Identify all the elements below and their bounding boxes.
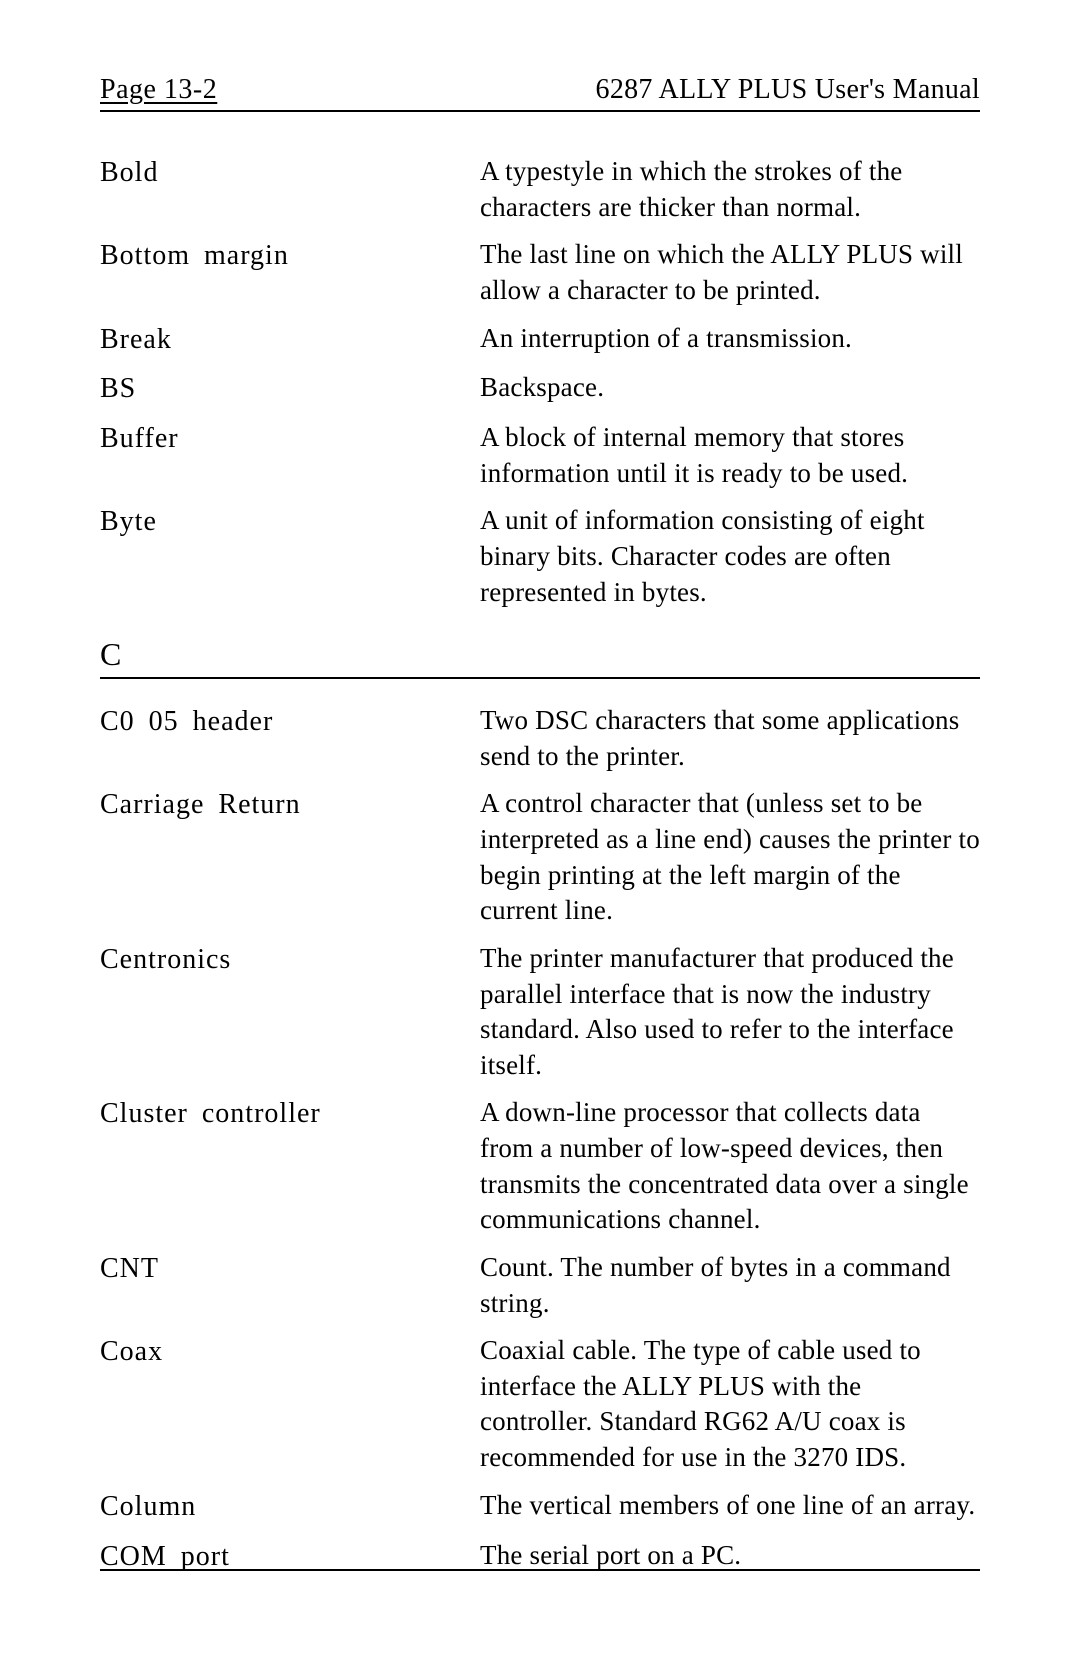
- glossary-definition: Count. The number of bytes in a command …: [480, 1250, 980, 1321]
- glossary-definition: Backspace.: [480, 370, 980, 406]
- glossary-entry: Bottom margin The last line on which the…: [100, 237, 980, 308]
- glossary-term: Bottom margin: [100, 237, 480, 275]
- page-number-label: Page 13-2: [100, 74, 217, 106]
- glossary-term: Cluster controller: [100, 1095, 480, 1133]
- glossary-entry: BS Backspace.: [100, 370, 980, 408]
- glossary-entry: Centronics The printer manufacturer that…: [100, 941, 980, 1084]
- glossary-definition: The serial port on a PC.: [480, 1538, 980, 1574]
- glossary-term: Buffer: [100, 420, 480, 458]
- glossary-term: CNT: [100, 1250, 480, 1288]
- glossary-entries-b: Bold A typestyle in which the strokes of…: [100, 154, 980, 610]
- section-divider: [100, 677, 980, 679]
- glossary-entry: CNT Count. The number of bytes in a comm…: [100, 1250, 980, 1321]
- glossary-term: Break: [100, 321, 480, 359]
- document-title: 6287 ALLY PLUS User's Manual: [596, 74, 980, 106]
- glossary-entry: Column The vertical members of one line …: [100, 1488, 980, 1526]
- glossary-term: Carriage Return: [100, 786, 480, 824]
- glossary-entry: Carriage Return A control character that…: [100, 786, 980, 929]
- glossary-definition: The printer manufacturer that produced t…: [480, 941, 980, 1084]
- glossary-definition: A block of internal memory that stores i…: [480, 420, 980, 491]
- glossary-definition: The last line on which the ALLY PLUS wil…: [480, 237, 980, 308]
- glossary-entry: C0 05 header Two DSC characters that som…: [100, 703, 980, 774]
- glossary-term: Bold: [100, 154, 480, 192]
- glossary-entry: Bold A typestyle in which the strokes of…: [100, 154, 980, 225]
- glossary-definition: A down-line processor that collects data…: [480, 1095, 980, 1238]
- glossary-term: Column: [100, 1488, 480, 1526]
- glossary-term: Centronics: [100, 941, 480, 979]
- glossary-entry: Cluster controller A down-line processor…: [100, 1095, 980, 1238]
- glossary-term: Byte: [100, 503, 480, 541]
- glossary-definition: A typestyle in which the strokes of the …: [480, 154, 980, 225]
- glossary-entries-c: C0 05 header Two DSC characters that som…: [100, 703, 980, 1575]
- glossary-definition: Coaxial cable. The type of cable used to…: [480, 1333, 980, 1476]
- glossary-entry: Byte A unit of information consisting of…: [100, 503, 980, 610]
- glossary-entry: Coax Coaxial cable. The type of cable us…: [100, 1333, 980, 1476]
- glossary-definition: An interruption of a transmission.: [480, 321, 980, 357]
- glossary-definition: Two DSC characters that some application…: [480, 703, 980, 774]
- glossary-definition: A unit of information consisting of eigh…: [480, 503, 980, 610]
- page-header: Page 13-2 6287 ALLY PLUS User's Manual: [100, 74, 980, 112]
- page: Page 13-2 6287 ALLY PLUS User's Manual B…: [0, 0, 1080, 1669]
- glossary-entry: Buffer A block of internal memory that s…: [100, 420, 980, 491]
- glossary-definition: A control character that (unless set to …: [480, 786, 980, 929]
- glossary-term: BS: [100, 370, 480, 408]
- footer-divider: [100, 1569, 980, 1571]
- glossary-entry: Break An interruption of a transmission.: [100, 321, 980, 359]
- glossary-term: Coax: [100, 1333, 480, 1371]
- glossary-term: C0 05 header: [100, 703, 480, 741]
- section-heading-letter: C: [100, 636, 980, 673]
- glossary-definition: The vertical members of one line of an a…: [480, 1488, 980, 1524]
